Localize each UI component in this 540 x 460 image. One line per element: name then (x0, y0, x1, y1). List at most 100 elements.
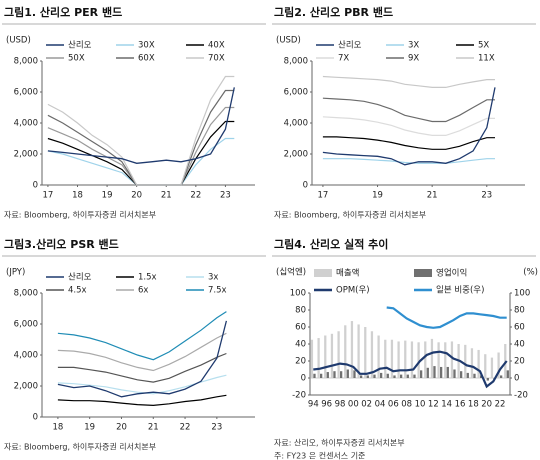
x-tick-label: 19 (102, 191, 113, 201)
legend-label: 5X (478, 41, 489, 51)
bar (350, 321, 354, 378)
bar (390, 339, 394, 378)
y-axis-label: (USD) (6, 36, 31, 46)
bar (486, 378, 489, 381)
y-tick-label: 8,000 (284, 57, 308, 67)
y2-axis-label: (%) (523, 268, 538, 278)
y-tick-label: 60 (295, 323, 306, 333)
x-tick-label: 18 (72, 191, 83, 201)
source: 자료: Bloomberg, 하이투자증권 리서치본부 (274, 210, 426, 220)
legend-label: 50X (68, 54, 85, 64)
x-tick-label: 23 (211, 423, 222, 433)
bar (326, 372, 329, 378)
x-tick-label: 19 (84, 423, 95, 433)
bar (384, 339, 387, 378)
bar (353, 370, 356, 378)
legend-label: 일본 비중(우) (436, 286, 484, 296)
bar (337, 331, 340, 378)
series-line (57, 311, 227, 361)
legend-label: 영업이익 (436, 268, 467, 279)
chart-title: 그림3.산리오 PSR 밴드 (4, 237, 119, 251)
y-tick-label: 6,000 (284, 88, 308, 98)
legend-label: OPM(우) (336, 286, 370, 296)
y-tick-label: 80 (295, 306, 306, 316)
x-tick-label: 98 (335, 400, 346, 410)
legend-label: 70X (208, 54, 225, 64)
bar (484, 354, 487, 378)
x-tick-label: 17 (43, 191, 54, 201)
y-tick-label: 20 (295, 357, 306, 367)
x-tick-label: 94 (308, 400, 319, 410)
source: 자료: Bloomberg, 하이투자증권 리서치본부 (4, 442, 156, 452)
bar (360, 375, 363, 378)
note: 주: FY23 은 컨센서스 기준 (274, 451, 365, 460)
x-tick-label: 17 (318, 191, 329, 201)
x-tick-label: 12 (428, 400, 439, 410)
bar (310, 339, 314, 378)
x-tick-label: 16 (455, 400, 466, 410)
x-tick-label: 22 (180, 423, 191, 433)
bar (480, 375, 483, 378)
bar (340, 371, 343, 378)
x-tick-label: 19 (372, 191, 383, 201)
bar (450, 341, 454, 378)
bar (366, 375, 369, 378)
bar (473, 373, 476, 378)
legend-label: 4.5x (68, 286, 87, 296)
x-tick-label: 06 (388, 400, 399, 410)
bar (324, 335, 327, 378)
chart-title: 그림1. 산리오 PER 밴드 (4, 5, 122, 19)
bar (380, 372, 383, 378)
x-tick-label: 18 (52, 423, 63, 433)
y-tick-label: 4,000 (14, 119, 38, 129)
legend-label: 1.5x (138, 273, 157, 283)
x-tick-label: 02 (361, 400, 372, 410)
series-line (322, 116, 495, 136)
x-tick-label: 20 (481, 400, 492, 410)
x-tick-label: 22 (495, 400, 506, 410)
x-tick-label: 04 (375, 400, 386, 410)
y-tick-label: 2,000 (14, 382, 38, 392)
y-tick-label: 0 (33, 181, 38, 191)
y-tick-label: 2,000 (14, 150, 38, 160)
series-line (386, 306, 507, 329)
bar (460, 371, 463, 378)
bar (406, 374, 409, 378)
bar (346, 369, 349, 378)
bar (417, 342, 420, 378)
bar (497, 352, 500, 378)
series-line (57, 394, 227, 407)
series-line (57, 320, 228, 398)
bar (466, 372, 469, 378)
bar (373, 374, 376, 378)
bar (404, 340, 407, 378)
legend-label: 3X (408, 41, 419, 51)
x-tick-label: 22 (190, 191, 201, 201)
y-tick-label: 0 (33, 413, 38, 423)
y2-tick-label: 40 (514, 340, 525, 350)
series-line (57, 352, 227, 383)
bar (470, 348, 474, 378)
bar (370, 331, 374, 378)
series-line (322, 97, 495, 123)
legend-label: 3x (208, 273, 218, 283)
y2-tick-label: 60 (514, 323, 525, 333)
bar (333, 371, 336, 378)
series-line (57, 374, 227, 395)
legend-label: 산리오 (68, 272, 92, 283)
bar (357, 324, 360, 378)
series-line (322, 158, 495, 164)
series-line (47, 106, 235, 186)
bar (446, 366, 449, 378)
legend-label: 산리오 (68, 40, 92, 51)
bar (506, 370, 509, 378)
bar (386, 373, 389, 378)
y-axis-label: (USD) (276, 36, 301, 46)
series-line (47, 75, 235, 186)
source: 자료: 산리오, 하이투자증권 리서치본부 (274, 438, 405, 448)
